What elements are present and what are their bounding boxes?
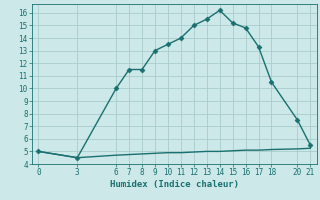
X-axis label: Humidex (Indice chaleur): Humidex (Indice chaleur) <box>110 180 239 189</box>
